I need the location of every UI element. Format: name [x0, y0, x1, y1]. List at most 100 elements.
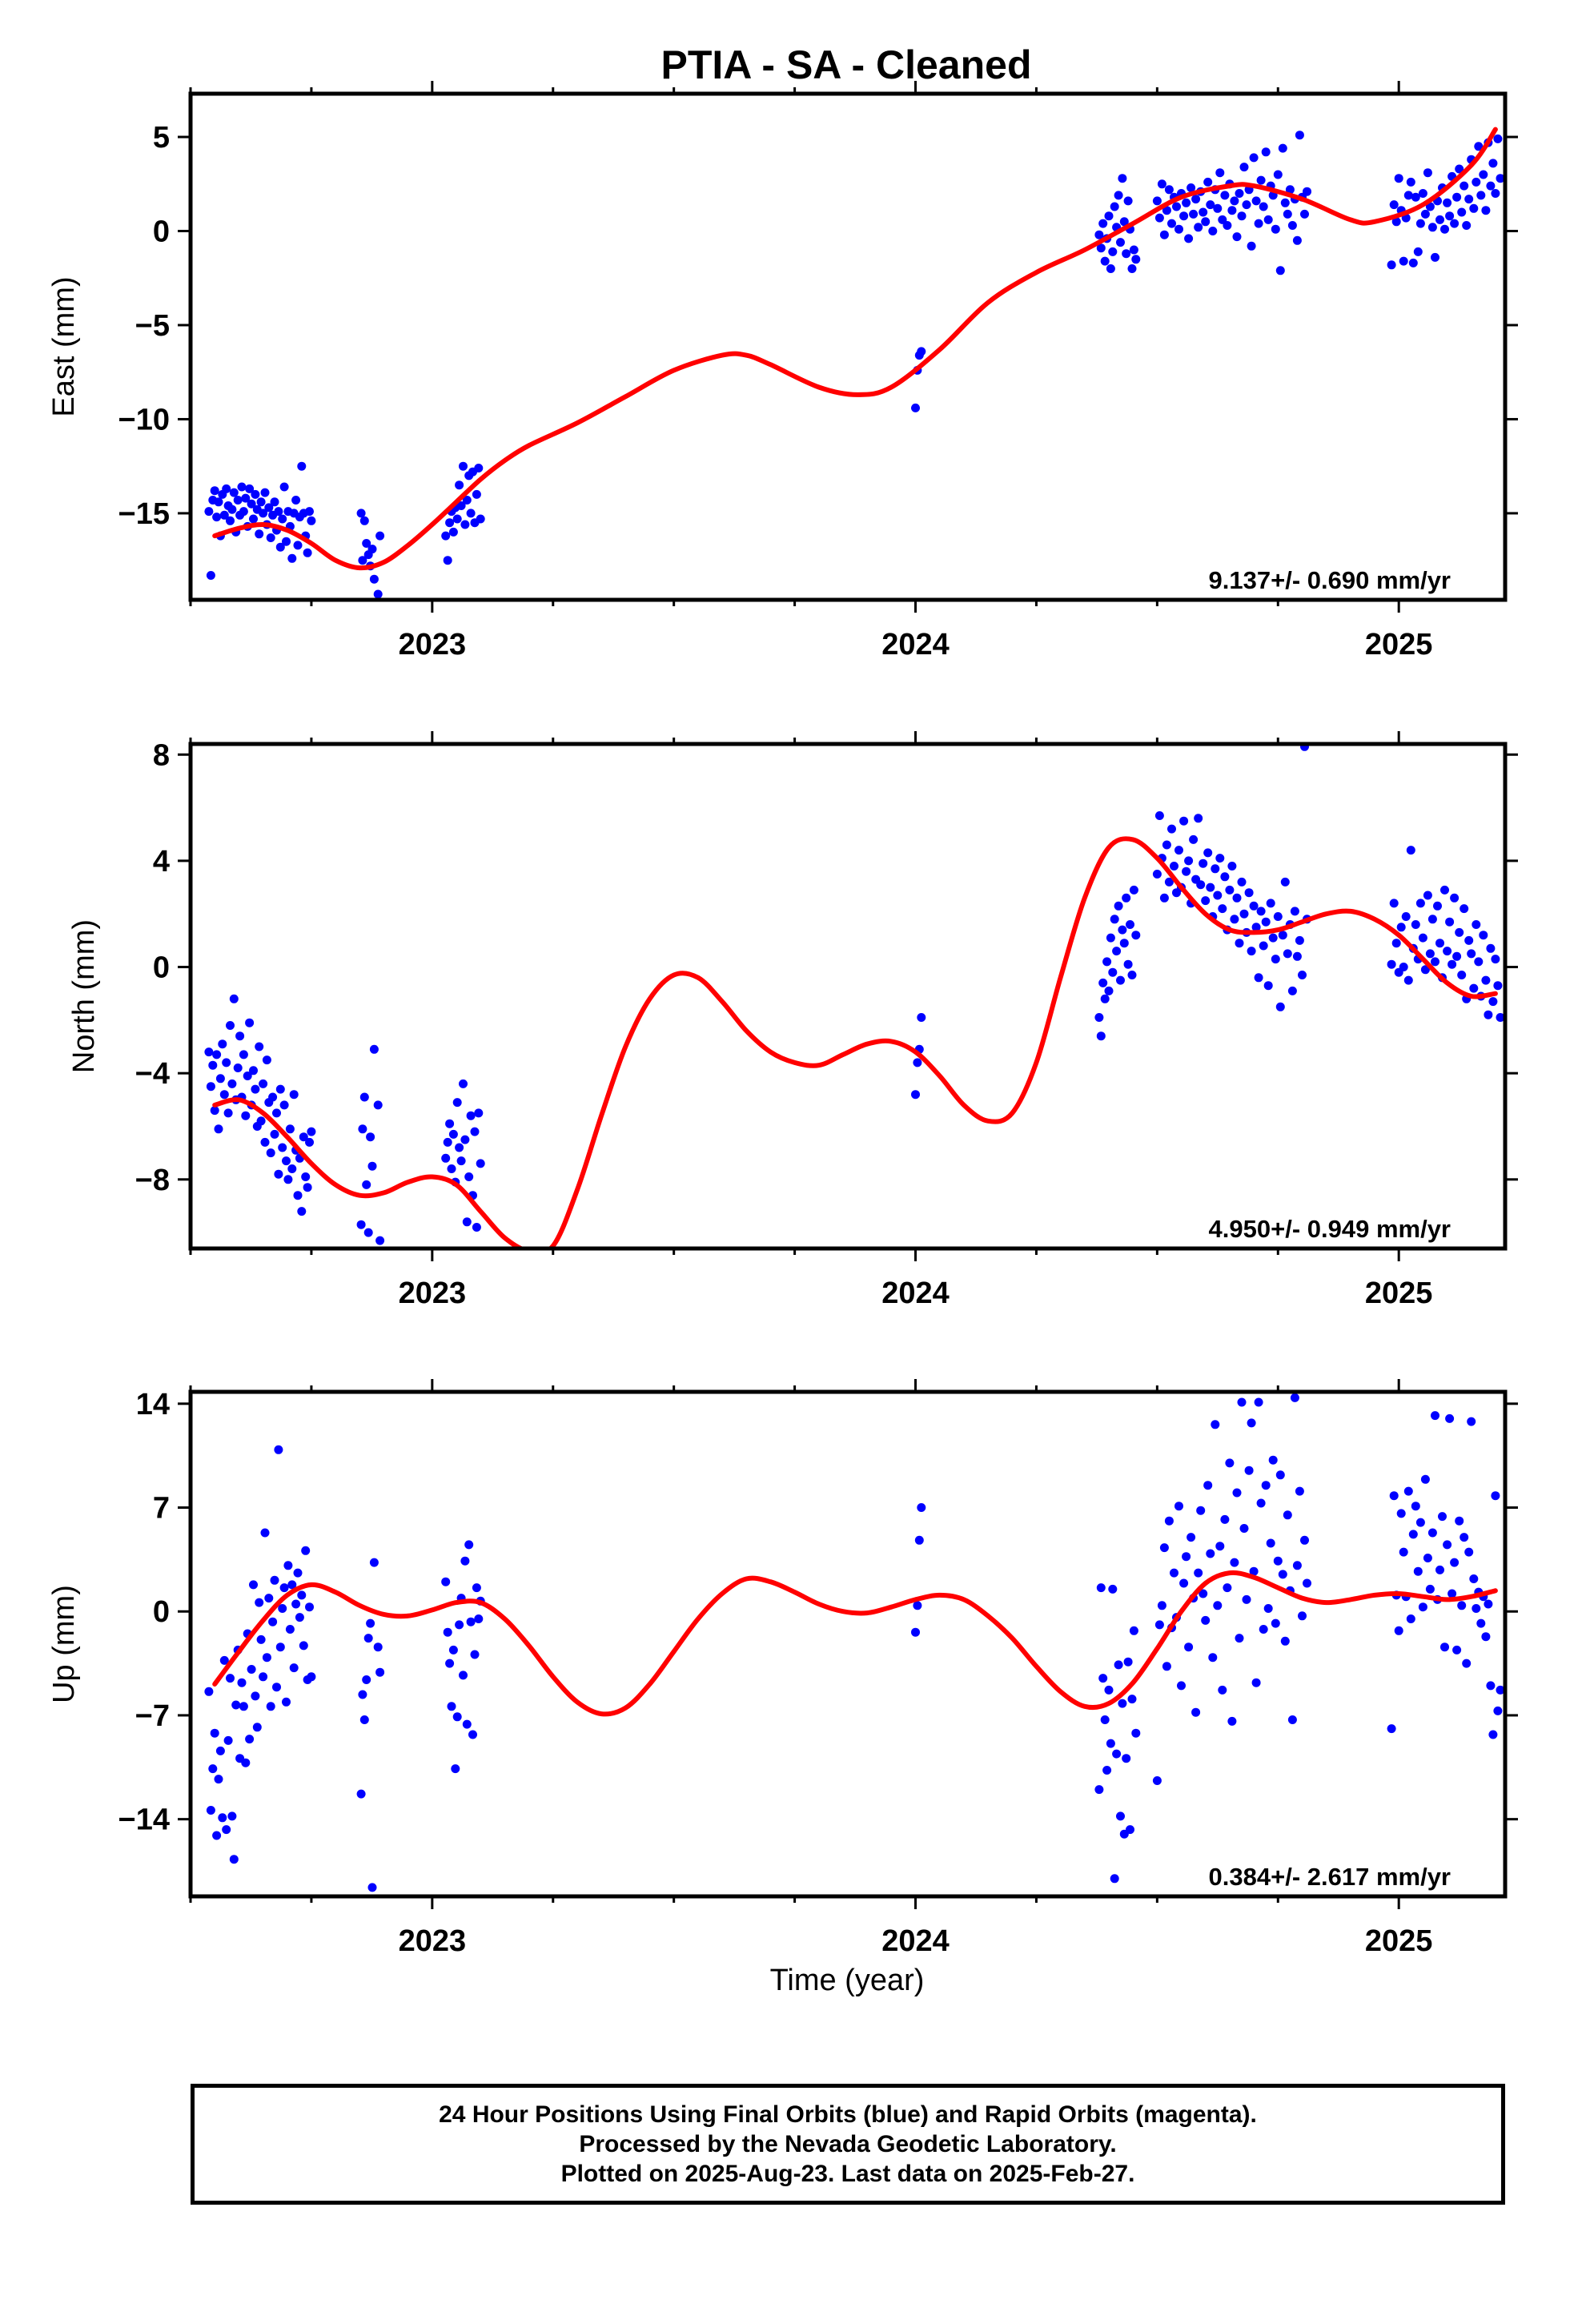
- data-point: [459, 1671, 468, 1680]
- data-point: [356, 509, 366, 518]
- data-point: [274, 1169, 283, 1179]
- data-point: [1287, 986, 1297, 995]
- data-point: [1476, 1618, 1486, 1628]
- data-point: [279, 482, 289, 492]
- data-point: [1098, 1674, 1108, 1683]
- data-point: [1235, 939, 1244, 948]
- data-point: [1445, 211, 1455, 221]
- data-point: [1186, 183, 1196, 192]
- data-point: [287, 553, 297, 563]
- data-point: [1094, 1785, 1104, 1795]
- data-point: [362, 1180, 371, 1189]
- data-point: [285, 1625, 295, 1634]
- data-point: [1189, 834, 1199, 844]
- data-point: [260, 488, 270, 497]
- data-point: [307, 1672, 316, 1682]
- data-point: [1435, 1565, 1444, 1574]
- data-point: [266, 1148, 275, 1158]
- data-point: [1481, 206, 1491, 215]
- data-point: [1266, 1538, 1275, 1548]
- data-point: [1476, 191, 1486, 200]
- data-point: [287, 1164, 297, 1173]
- data-point: [1469, 203, 1479, 213]
- data-point: [474, 1108, 484, 1118]
- data-point: [911, 403, 920, 412]
- data-point: [251, 489, 260, 499]
- data-point: [1474, 142, 1484, 151]
- data-point: [1206, 1549, 1215, 1558]
- data-point: [1154, 1620, 1164, 1630]
- data-point: [301, 1172, 311, 1181]
- data-point: [1213, 1601, 1223, 1610]
- data-point: [1172, 202, 1181, 211]
- data-point: [1298, 971, 1307, 979]
- data-point: [1094, 1013, 1104, 1022]
- data-point: [1251, 1678, 1261, 1687]
- data-point: [1261, 917, 1271, 927]
- data-point: [1447, 1589, 1457, 1598]
- data-point: [1167, 824, 1176, 834]
- data-point: [1100, 256, 1110, 266]
- data-point: [1211, 1420, 1220, 1429]
- data-point: [226, 1021, 235, 1030]
- data-point: [1203, 1481, 1213, 1490]
- data-point: [1196, 880, 1206, 890]
- data-point: [243, 1072, 252, 1080]
- data-point: [297, 1207, 307, 1216]
- data-point: [1300, 209, 1309, 219]
- data-point: [1491, 955, 1500, 964]
- data-point: [1460, 904, 1469, 914]
- data-point: [1131, 931, 1141, 940]
- data-point: [1450, 1558, 1460, 1567]
- data-point: [1287, 221, 1297, 230]
- data-point: [204, 1687, 214, 1696]
- data-point: [1496, 1013, 1505, 1022]
- data-point: [1239, 1524, 1249, 1533]
- data-point: [259, 1672, 268, 1682]
- data-point: [452, 1712, 462, 1722]
- data-point: [443, 1137, 452, 1147]
- data-point: [208, 1060, 218, 1070]
- data-point: [270, 1129, 279, 1139]
- data-point: [1399, 1547, 1408, 1557]
- y-tick-label: −4: [135, 1057, 170, 1091]
- y-tick-label: 14: [136, 1388, 170, 1421]
- data-point: [1152, 196, 1162, 206]
- y-tick-label: 0: [153, 951, 170, 985]
- y-tick-label: 0: [153, 1595, 170, 1629]
- data-point: [251, 1691, 260, 1701]
- data-point: [1391, 939, 1401, 948]
- data-point: [295, 1613, 304, 1622]
- data-point: [1227, 206, 1237, 215]
- data-point: [297, 461, 307, 471]
- data-point: [1403, 191, 1413, 200]
- data-point: [459, 1079, 468, 1088]
- data-point: [249, 1580, 258, 1590]
- data-point: [210, 1106, 219, 1116]
- y-tick-label: 0: [153, 215, 170, 249]
- data-point: [227, 1811, 237, 1821]
- processing-note-line-2: Processed by the Nevada Geodetic Laborat…: [579, 2131, 1117, 2157]
- data-point: [1191, 195, 1201, 204]
- data-point: [274, 1445, 283, 1454]
- data-point: [291, 496, 301, 505]
- data-point: [1273, 1556, 1283, 1566]
- data-point: [1464, 1547, 1474, 1557]
- data-point: [1285, 185, 1295, 195]
- data-point: [356, 1220, 366, 1229]
- x-tick-label: 2024: [881, 1277, 950, 1310]
- data-point: [204, 1047, 214, 1057]
- data-point: [1118, 1699, 1127, 1708]
- data-point: [1278, 143, 1287, 153]
- data-point: [1215, 854, 1225, 863]
- data-point: [1182, 198, 1191, 207]
- data-point: [441, 1153, 451, 1163]
- data-point: [1129, 1626, 1138, 1635]
- data-point: [278, 514, 287, 524]
- x-tick-label: 2025: [1365, 628, 1433, 661]
- data-point: [1481, 1632, 1491, 1642]
- data-point: [1440, 885, 1449, 895]
- data-point: [1462, 221, 1472, 230]
- data-point: [239, 507, 248, 517]
- data-point: [472, 489, 481, 499]
